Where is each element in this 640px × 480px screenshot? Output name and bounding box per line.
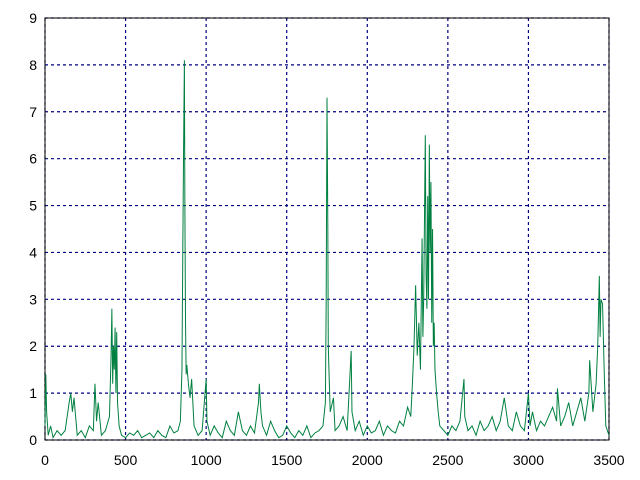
y-tick-label: 2 [29, 338, 37, 354]
x-tick-label: 2000 [352, 452, 383, 468]
y-tick-label: 8 [29, 57, 37, 73]
x-tick-label: 2500 [432, 452, 463, 468]
y-tick-label: 6 [29, 151, 37, 167]
y-tick-label: 9 [29, 10, 37, 26]
x-tick-label: 3000 [513, 452, 544, 468]
plot-frame [44, 17, 610, 441]
x-tick-label: 1000 [191, 452, 222, 468]
x-tick-label: 0 [41, 452, 49, 468]
y-tick-label: 7 [29, 104, 37, 120]
y-tick-label: 1 [29, 385, 37, 401]
y-tick-label: 0 [29, 432, 37, 448]
y-tick-label: 4 [29, 244, 37, 260]
x-tick-label: 1500 [271, 452, 302, 468]
x-tick-label: 500 [114, 452, 138, 468]
y-tick-label: 5 [29, 198, 37, 214]
x-tick-label: 3500 [593, 452, 624, 468]
y-tick-label: 3 [29, 291, 37, 307]
data-line [44, 60, 610, 440]
